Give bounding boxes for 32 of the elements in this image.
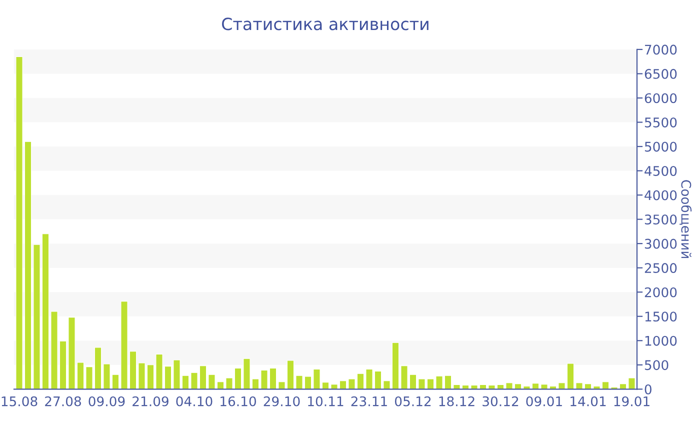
x-tick-label: 18.12	[439, 396, 474, 406]
x-tick-label: 27.08	[45, 396, 81, 406]
y-tick-label: 3000	[644, 238, 677, 249]
y-tick-label: 0	[644, 384, 652, 394]
x-tick-label: 15.08	[2, 396, 38, 406]
y-tick-label: 2500	[644, 263, 677, 274]
y-tick-label: 4000	[644, 190, 677, 200]
y-tick-label: 3500	[644, 214, 677, 224]
y-tick-label: 5500	[644, 117, 677, 128]
x-tick-label: 30.12	[482, 396, 518, 406]
x-tick-label: 09.09	[88, 396, 125, 406]
x-tick-label: 14.01	[570, 396, 606, 406]
y-tick-label: 1000	[645, 336, 677, 346]
y-tick-label: 1500	[645, 312, 677, 322]
y-tick-label: 4500	[644, 166, 677, 176]
y-axis-title: Сообщений	[680, 180, 692, 258]
x-tick-label: 29.10	[264, 396, 300, 406]
x-tick-label: 10.11	[308, 396, 344, 406]
x-tick-label: 09.01	[526, 396, 562, 406]
y-tick-label: 2000	[644, 287, 677, 298]
x-tick-label: 16.10	[220, 396, 256, 406]
x-tick-label: 23.11	[351, 396, 387, 406]
x-tick-label: 04.10	[176, 396, 212, 406]
x-tick-label: 05.12	[394, 396, 431, 406]
x-tick-label: 21.09	[132, 396, 168, 406]
y-tick-label: 500	[644, 360, 668, 370]
chart-title: Статистика активности	[222, 18, 428, 30]
y-tick-label: 7000	[645, 44, 677, 55]
x-tick-label: 19.01	[614, 396, 650, 406]
y-tick-label: 6000	[644, 93, 677, 104]
y-tick-label: 5000	[644, 142, 677, 152]
y-tick-label: 6500	[644, 68, 677, 79]
